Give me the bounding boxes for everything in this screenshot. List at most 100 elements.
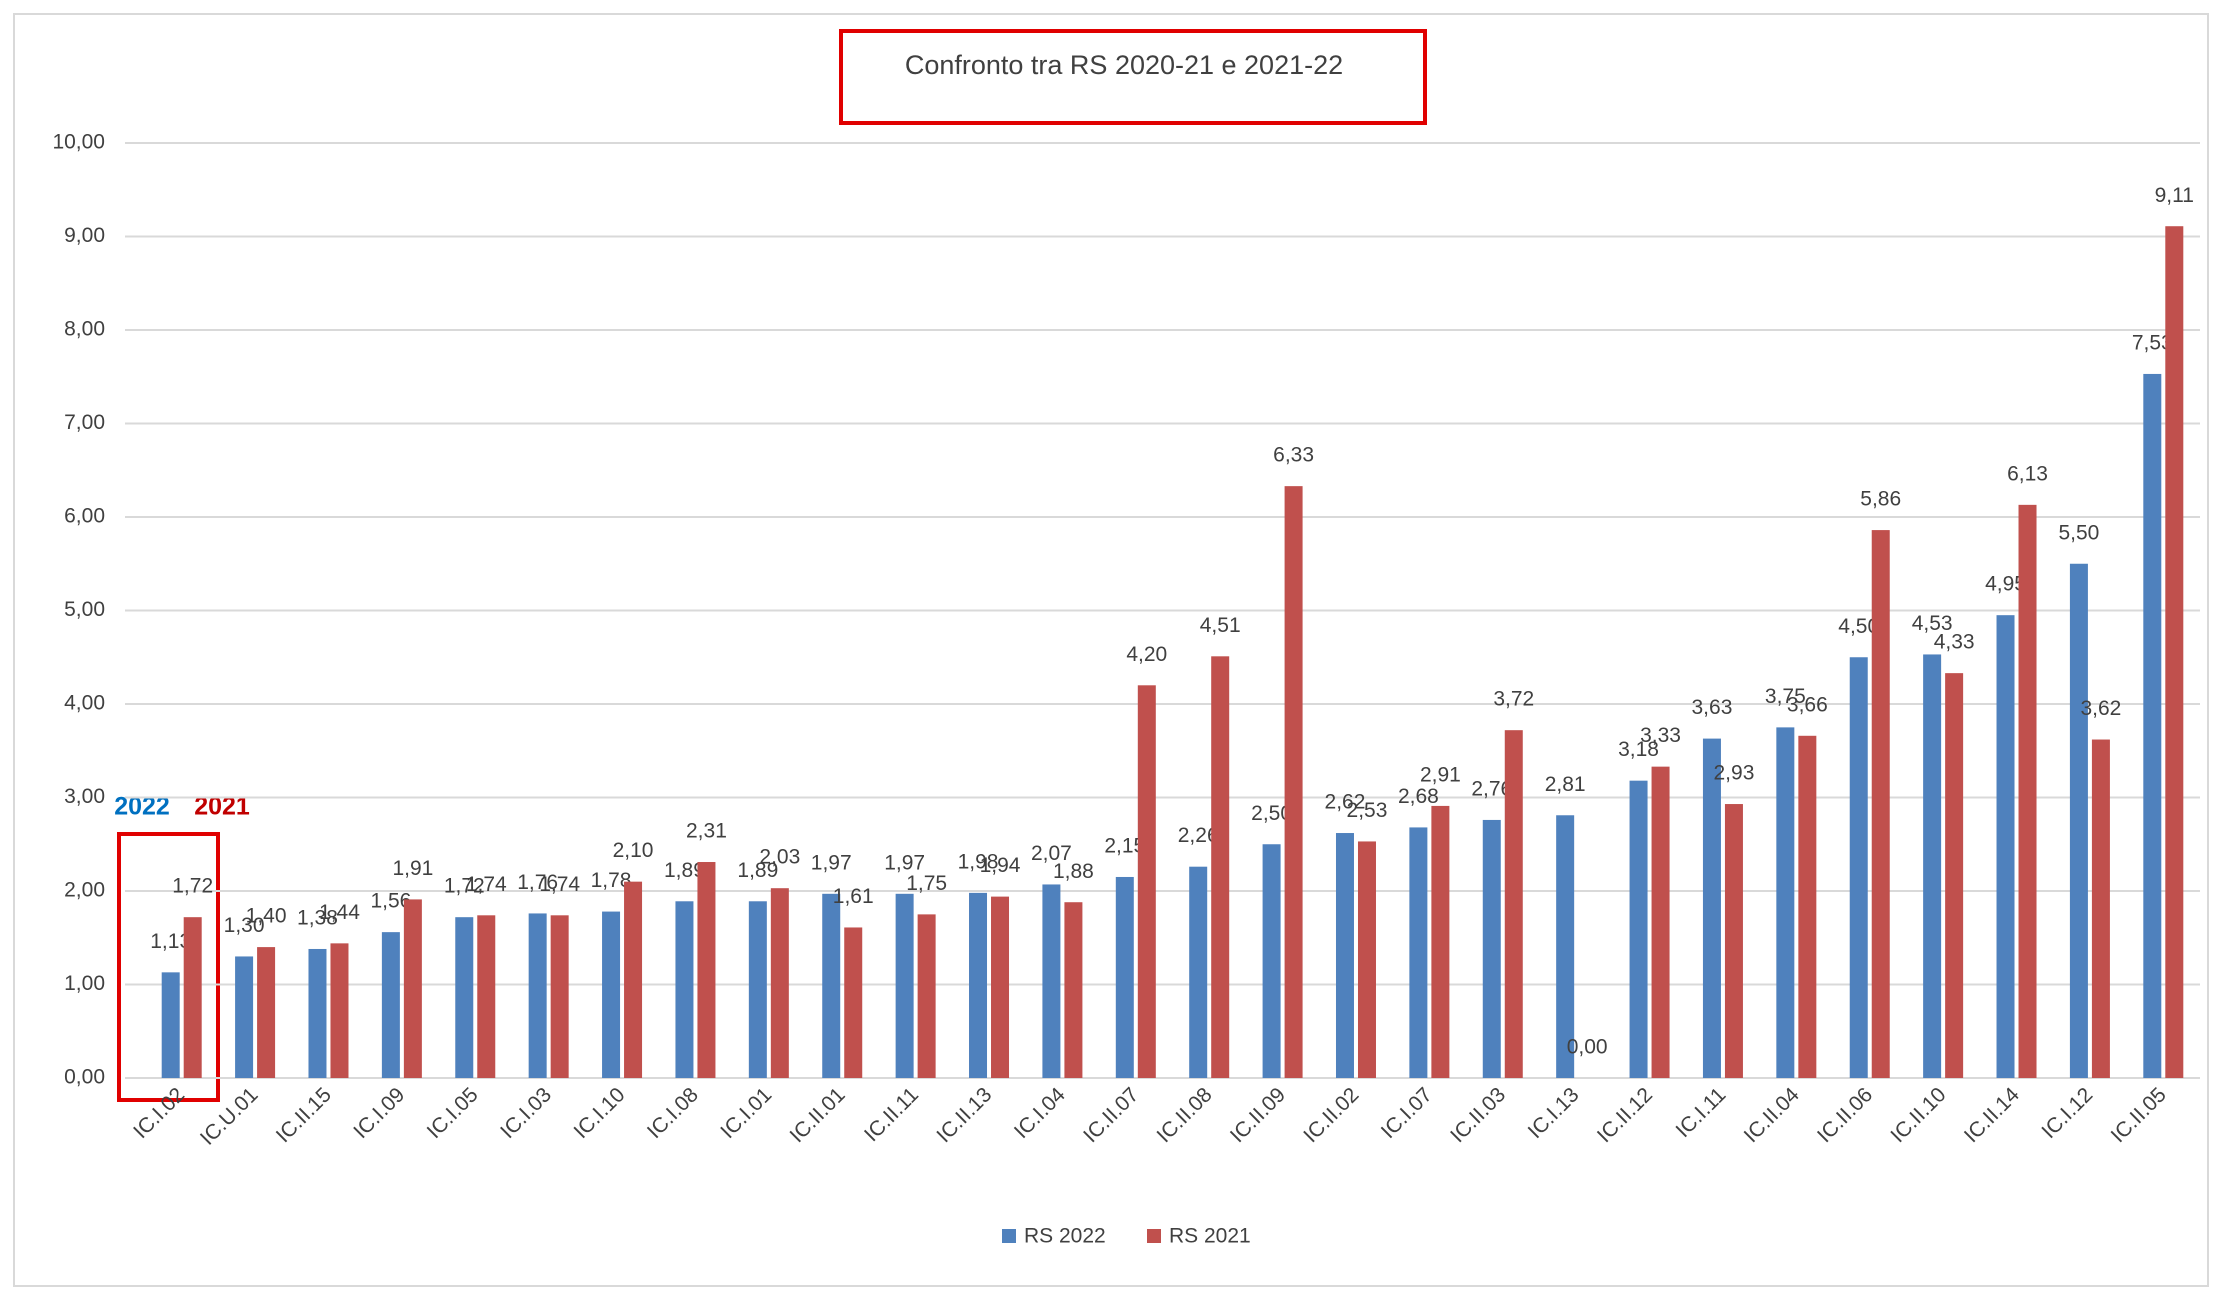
bar: [1064, 902, 1083, 1078]
x-tick-label: IC.I.01: [716, 1083, 776, 1143]
bar: [308, 948, 327, 1078]
x-tick-label: IC.I.13: [1524, 1083, 1584, 1143]
group-highlight: [117, 832, 220, 1102]
y-tick-label: 0,00: [64, 1066, 105, 1089]
y-tick-label: 1,00: [64, 972, 105, 995]
x-tick-label: IC.II.12: [1593, 1083, 1657, 1147]
x-tick-label: IC.II.03: [1446, 1083, 1510, 1147]
bar: [1776, 727, 1795, 1078]
x-tick-label: IC.I.10: [569, 1083, 629, 1143]
data-label: 3,66: [1787, 693, 1828, 716]
bar: [1042, 884, 1061, 1078]
data-label: 2,68: [1398, 785, 1439, 808]
bar: [330, 943, 349, 1078]
bar: [770, 888, 789, 1078]
bar: [624, 881, 643, 1078]
data-label: 1,98: [958, 850, 999, 873]
x-tick-label: IC.II.01: [786, 1083, 850, 1147]
bar: [895, 893, 914, 1078]
y-tick-label: 8,00: [64, 318, 105, 341]
data-label: 1,40: [246, 905, 287, 928]
x-tick-label: IC.I.11: [1671, 1083, 1730, 1142]
bar: [1923, 654, 1942, 1078]
bar: [2069, 563, 2088, 1078]
data-label: 1,78: [591, 869, 632, 892]
data-label: 1,72: [444, 875, 485, 898]
x-tick-label: IC.I.07: [1377, 1083, 1437, 1143]
bar: [822, 893, 841, 1078]
bar: [1137, 685, 1156, 1078]
bar: [675, 901, 694, 1078]
data-label: 2,50: [1251, 802, 1292, 825]
bar: [1702, 738, 1721, 1078]
x-tick-label: IC.I.02: [129, 1083, 189, 1143]
x-tick-label: IC.II.08: [1153, 1083, 1217, 1147]
bar: [602, 911, 621, 1078]
x-tick-label: IC.II.06: [1813, 1083, 1877, 1147]
data-label: 1,97: [884, 851, 925, 874]
x-tick-label: IC.II.13: [932, 1083, 996, 1147]
x-tick-label: IC.II.05: [2107, 1083, 2171, 1147]
y-tick-label: 5,00: [64, 598, 105, 621]
bar: [844, 927, 863, 1078]
bar: [1284, 486, 1303, 1078]
bar: [748, 901, 767, 1078]
y-tick-label: 4,00: [64, 692, 105, 715]
bar: [550, 915, 569, 1078]
x-tick-label: IC.I.04: [1010, 1083, 1070, 1143]
bar: [477, 915, 496, 1078]
data-label: 3,62: [2080, 697, 2121, 720]
bar: [1798, 735, 1817, 1078]
bar: [1262, 844, 1281, 1078]
bar: [917, 914, 936, 1078]
bar: [1335, 833, 1354, 1078]
bar: [991, 896, 1010, 1078]
bar: [403, 899, 422, 1078]
x-tick-label: IC.I.12: [2037, 1083, 2097, 1143]
data-label: 2,76: [1471, 777, 1512, 800]
data-label: 3,75: [1765, 685, 1806, 708]
data-label: 1,75: [906, 872, 947, 895]
data-label: 1,74: [539, 873, 580, 896]
data-label: 1,89: [664, 859, 705, 882]
legend-label: RS 2022: [1024, 1225, 1106, 1248]
data-label: 2,53: [1347, 799, 1388, 822]
data-label: 1,88: [1053, 860, 1094, 883]
x-tick-label: IC.I.09: [349, 1083, 409, 1143]
data-label: 3,72: [1493, 688, 1534, 711]
data-label: 2,93: [1714, 762, 1755, 785]
bar: [1556, 815, 1575, 1078]
data-label: 4,53: [1912, 612, 1953, 635]
data-label: 4,50: [1838, 615, 1879, 638]
bar: [235, 956, 254, 1078]
data-label: 1,44: [319, 901, 360, 924]
bar: [1357, 841, 1376, 1078]
legend-swatch: [1002, 1229, 1016, 1243]
bar: [1629, 780, 1648, 1078]
bar: [161, 972, 180, 1078]
data-label: 4,33: [1934, 631, 1975, 654]
data-label: 0,00: [1567, 1036, 1608, 1059]
chart-title: Confronto tra RS 2020-21 e 2021-22: [905, 50, 1343, 80]
data-label: 1,72: [172, 875, 213, 898]
title-highlight: [839, 29, 1427, 125]
data-label: 4,51: [1200, 614, 1241, 637]
x-tick-label: IC.I.05: [423, 1083, 483, 1143]
data-label: 1,74: [466, 873, 507, 896]
bar: [183, 917, 202, 1078]
y-tick-label: 6,00: [64, 505, 105, 528]
data-label: 2,10: [613, 839, 654, 862]
data-label: 1,89: [737, 859, 778, 882]
data-label: 1,94: [980, 854, 1021, 877]
bar: [2165, 226, 2184, 1079]
bar: [2143, 373, 2162, 1078]
x-tick-label: IC.II.14: [1960, 1083, 2024, 1147]
bar: [1482, 819, 1501, 1078]
data-label: 1,38: [297, 907, 338, 930]
bar: [1996, 615, 2015, 1078]
bar: [969, 892, 988, 1078]
bar: [2091, 739, 2110, 1078]
bar: [455, 917, 474, 1078]
legend-swatch: [1147, 1229, 1161, 1243]
